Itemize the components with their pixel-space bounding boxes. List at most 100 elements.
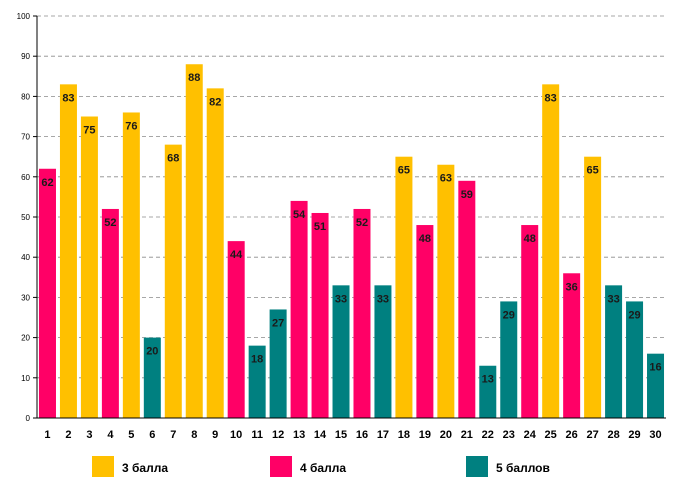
bar-26 [563,273,581,418]
x-tick-label-24: 24 [524,429,537,441]
x-tick-label-5: 5 [128,429,134,441]
bar-27 [584,156,602,418]
bar-29 [626,301,644,418]
data-label-21: 59 [461,189,473,201]
x-tick-label-12: 12 [272,429,284,441]
y-tick-label: 0 [26,414,31,423]
data-label-25: 83 [545,92,557,104]
y-tick-label: 40 [21,253,30,262]
bar-1 [38,168,56,418]
data-label-8: 88 [188,72,200,84]
x-tick-label-30: 30 [649,429,661,441]
x-tick-label-27: 27 [586,429,598,441]
legend-swatch-3 [92,456,114,477]
data-label-6: 20 [146,346,158,358]
legend-swatch-5 [466,456,488,477]
x-tick-label-25: 25 [545,429,557,441]
bar-21 [458,180,476,418]
data-label-15: 33 [335,293,347,305]
bar-2 [59,84,77,418]
bar-25 [542,84,560,418]
bar-17 [374,285,392,418]
data-label-5: 76 [125,120,137,132]
x-tick-label-14: 14 [314,429,327,441]
x-tick-label-6: 6 [149,429,155,441]
x-tick-label-19: 19 [419,429,431,441]
data-label-18: 65 [398,165,410,177]
bar-28 [605,285,623,418]
x-tick-label-2: 2 [65,429,71,441]
bar-5 [122,112,140,418]
bar-19 [416,225,434,418]
data-label-12: 27 [272,317,284,329]
legend-label-4: 4 балла [300,461,346,475]
bars [38,64,665,419]
data-label-24: 48 [524,233,536,245]
data-label-20: 63 [440,173,452,185]
data-label-27: 65 [586,165,598,177]
y-tick-label: 10 [21,374,30,383]
x-tick-label-21: 21 [461,429,473,441]
bar-30 [647,353,665,418]
y-tick-label: 60 [21,173,30,182]
x-tick-label-20: 20 [440,429,452,441]
bar-12 [269,309,287,418]
data-label-4: 52 [104,217,116,229]
axes [33,16,666,419]
bar-3 [80,116,98,418]
data-label-19: 48 [419,233,431,245]
data-label-14: 51 [314,221,326,233]
data-label-7: 68 [167,153,179,165]
data-label-29: 29 [628,309,640,321]
data-label-9: 82 [209,96,221,108]
y-axis-ticks: 0 10 20 30 40 50 60 70 80 90 100 [17,12,37,423]
x-tick-label-17: 17 [377,429,389,441]
data-label-28: 33 [607,293,619,305]
bar-10 [227,241,245,418]
bar-9 [206,88,224,419]
x-tick-label-7: 7 [170,429,176,441]
legend: 3 балла 4 балла 5 баллов [92,456,550,477]
y-tick-label: 80 [21,92,30,101]
data-label-30: 16 [649,362,661,374]
x-tick-label-8: 8 [191,429,197,441]
data-label-26: 36 [566,281,578,293]
x-tick-label-22: 22 [482,429,494,441]
data-label-16: 52 [356,217,368,229]
x-tick-label-29: 29 [628,429,640,441]
data-label-13: 54 [293,209,306,221]
y-tick-label: 70 [21,133,30,142]
legend-label-3: 3 балла [122,461,168,475]
x-tick-label-15: 15 [335,429,347,441]
bar-15 [332,285,350,418]
data-label-22: 13 [482,374,494,386]
bar-4 [101,208,119,418]
x-tick-label-23: 23 [503,429,515,441]
bar-23 [500,301,518,418]
legend-label-5: 5 баллов [496,461,550,475]
legend-swatch-4 [270,456,292,477]
data-label-17: 33 [377,293,389,305]
bar-11 [248,345,266,418]
data-label-10: 44 [230,249,243,261]
bar-6 [143,337,161,418]
y-tick-label: 30 [21,293,30,302]
bar-14 [311,212,329,418]
x-tick-label-16: 16 [356,429,368,441]
bar-8 [185,64,203,419]
y-tick-label: 50 [21,213,30,222]
data-label-23: 29 [503,309,515,321]
bar-18 [395,156,413,418]
x-tick-label-13: 13 [293,429,305,441]
x-tick-label-3: 3 [86,429,92,441]
x-tick-label-26: 26 [566,429,578,441]
bar-16 [353,208,371,418]
y-tick-label: 100 [17,12,31,21]
y-tick-label: 90 [21,52,30,61]
x-tick-label-1: 1 [44,429,50,441]
bar-22 [479,365,497,418]
x-tick-label-10: 10 [230,429,242,441]
x-tick-label-9: 9 [212,429,218,441]
